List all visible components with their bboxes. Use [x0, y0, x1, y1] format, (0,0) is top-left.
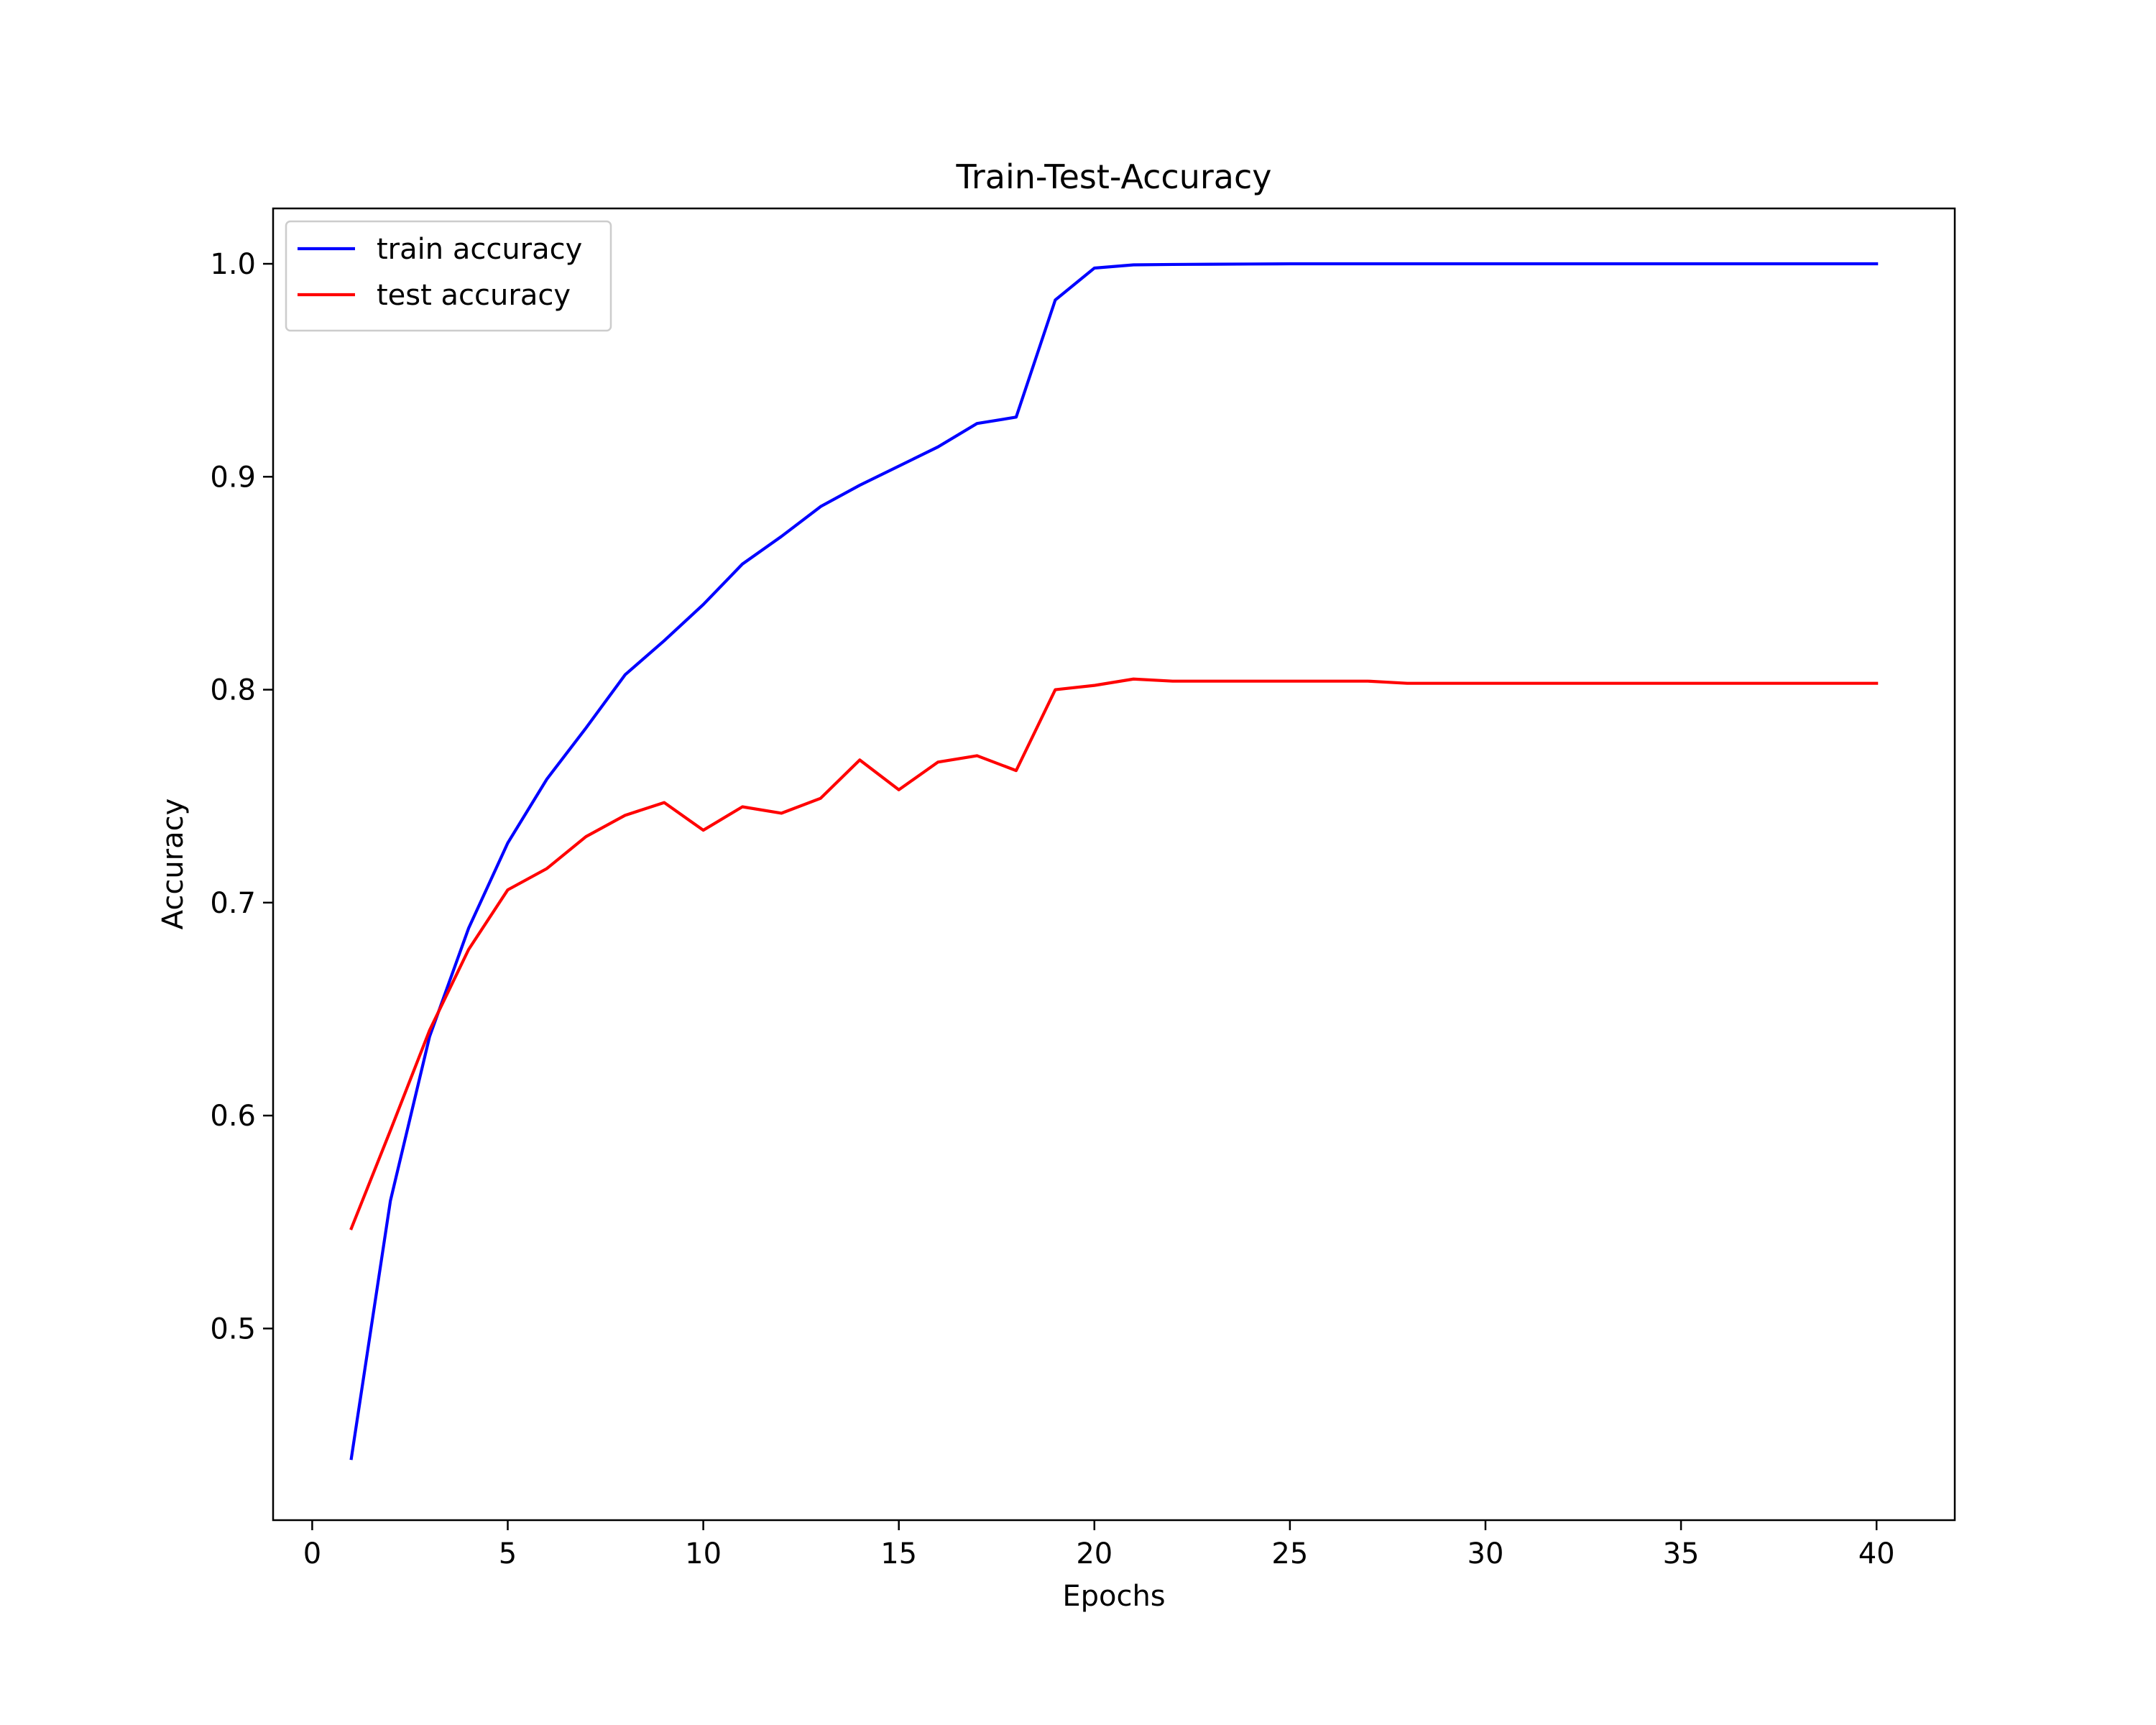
- x-axis-label: Epochs: [1062, 1580, 1165, 1613]
- y-axis: 0.5 0.6 0.7 0.8 0.9 1.0: [210, 248, 273, 1346]
- x-axis: 0 5 10 15 20 25 30 35 40: [303, 1520, 1895, 1570]
- legend-label: train accuracy: [377, 233, 582, 266]
- x-tick-label: 20: [1076, 1537, 1112, 1570]
- legend: train accuracy test accuracy: [285, 220, 612, 332]
- y-tick-label: 0.6: [210, 1100, 256, 1133]
- series-line-train-accuracy: [349, 262, 1879, 1460]
- x-tick-label: 40: [1858, 1537, 1895, 1570]
- y-tick-label: 1.0: [210, 248, 256, 281]
- y-axis-label: Accuracy: [157, 799, 190, 930]
- x-tick-label: 35: [1663, 1537, 1700, 1570]
- y-tick-label: 0.8: [210, 674, 256, 707]
- x-tick-label: 25: [1271, 1537, 1308, 1570]
- axes-frame: [272, 207, 1956, 1522]
- series-layer: [349, 262, 1879, 1460]
- x-tick-label: 10: [685, 1537, 722, 1570]
- x-tick-label: 15: [880, 1537, 917, 1570]
- y-tick-label: 0.7: [210, 887, 256, 920]
- y-tick-label: 0.9: [210, 461, 256, 494]
- x-tick-label: 30: [1468, 1537, 1504, 1570]
- y-tick-label: 0.5: [210, 1312, 256, 1346]
- x-tick-label: 5: [499, 1537, 517, 1570]
- legend-box: [285, 220, 612, 332]
- legend-label: test accuracy: [377, 279, 571, 312]
- x-tick-label: 0: [303, 1537, 321, 1570]
- series-line-test-accuracy: [349, 677, 1879, 1230]
- chart-title: Train-Test-Accuracy: [956, 157, 1272, 196]
